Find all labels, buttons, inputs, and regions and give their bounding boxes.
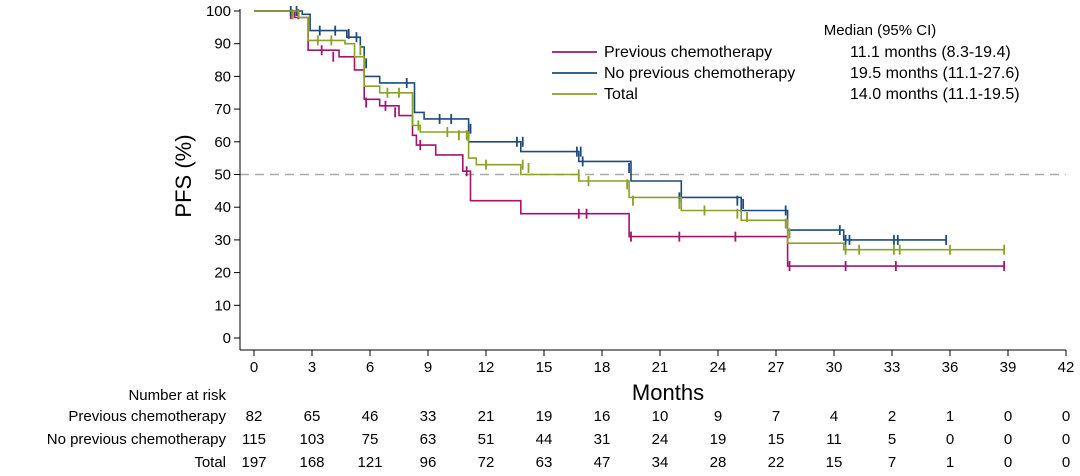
risk-count: 31 <box>594 431 611 448</box>
risk-count: 10 <box>652 408 669 425</box>
y-tick-label: 50 <box>214 167 231 184</box>
risk-count: 11 <box>826 431 842 448</box>
x-tick-label: 24 <box>710 359 727 376</box>
risk-count: 1 <box>946 408 954 425</box>
legend-label: Previous chemotherapy <box>604 44 772 61</box>
curve-line <box>254 10 1005 251</box>
risk-count: 96 <box>420 454 437 471</box>
risk-count: 1 <box>946 454 954 471</box>
y-tick-label: 0 <box>223 330 231 347</box>
risk-count: 168 <box>299 454 324 471</box>
risk-count: 15 <box>768 431 785 448</box>
y-tick-label: 100 <box>206 3 231 20</box>
risk-count: 34 <box>652 454 669 471</box>
risk-count: 2 <box>888 408 896 425</box>
risk-count: 63 <box>536 454 553 471</box>
risk-count: 47 <box>594 454 611 471</box>
y-tick-label: 30 <box>214 232 231 249</box>
legend-label: Total <box>604 86 638 103</box>
risk-count: 82 <box>246 408 263 425</box>
curve-line <box>254 10 947 241</box>
risk-count: 103 <box>299 431 324 448</box>
y-tick-label: 10 <box>214 297 231 314</box>
x-axis-label: Months <box>632 380 704 405</box>
risk-count: 24 <box>652 431 669 448</box>
risk-count: 72 <box>478 454 495 471</box>
risk-count: 75 <box>362 431 379 448</box>
risk-count: 0 <box>1004 408 1012 425</box>
risk-count: 28 <box>710 454 727 471</box>
y-tick-label: 70 <box>214 101 231 118</box>
risk-count: 63 <box>420 431 437 448</box>
risk-row-label: Previous chemotherapy <box>68 408 226 425</box>
x-tick-label: 30 <box>826 359 843 376</box>
x-tick-label: 42 <box>1058 359 1075 376</box>
risk-count: 115 <box>242 431 266 448</box>
risk-count: 19 <box>536 408 553 425</box>
x-tick-label: 0 <box>250 359 258 376</box>
risk-count: 5 <box>888 431 896 448</box>
curve-2 <box>254 9 1006 255</box>
axis-labels: Months PFS (%) <box>171 134 704 405</box>
x-tick-label: 12 <box>478 359 495 376</box>
legend: Median (95% CI) Previous chemotherapy 11.… <box>552 22 1020 103</box>
curve-1 <box>254 6 948 245</box>
survival-curves <box>254 6 1006 272</box>
risk-count: 21 <box>478 408 495 425</box>
y-axis-label: PFS (%) <box>171 134 196 217</box>
legend-median: 14.0 months (11.1-19.5) <box>850 86 1020 103</box>
risk-count: 33 <box>420 408 437 425</box>
x-tick-label: 15 <box>536 359 553 376</box>
legend-median: 11.1 months (8.3-19.4) <box>850 44 1011 61</box>
risk-count: 197 <box>241 454 266 471</box>
x-tick-label: 9 <box>424 359 432 376</box>
risk-count: 15 <box>826 454 843 471</box>
risk-count: 4 <box>830 408 838 425</box>
x-tick-label: 21 <box>652 359 669 376</box>
x-tick-label: 3 <box>308 359 316 376</box>
y-tick-label: 20 <box>214 265 231 282</box>
x-tick-label: 27 <box>768 359 785 376</box>
y-tick-label: 90 <box>214 36 231 53</box>
x-tick-label: 39 <box>1000 359 1017 376</box>
legend-label: No previous chemotherapy <box>604 65 795 82</box>
risk-count: 0 <box>1062 408 1070 425</box>
x-tick-label: 33 <box>884 359 901 376</box>
risk-count: 44 <box>536 431 553 448</box>
risk-count: 7 <box>888 454 896 471</box>
y-tick-label: 80 <box>214 68 231 85</box>
legend-median: 19.5 months (11.1-27.6) <box>850 65 1020 82</box>
risk-count: 0 <box>1062 454 1070 471</box>
risk-table: Number at risk Previous chemotherapy 82 65… <box>47 387 1070 471</box>
risk-count: 7 <box>772 408 780 425</box>
x-tick-label: 36 <box>942 359 959 376</box>
risk-table-title: Number at risk <box>128 387 226 404</box>
risk-count: 19 <box>710 431 727 448</box>
risk-count: 65 <box>304 408 321 425</box>
risk-count: 0 <box>1062 431 1070 448</box>
risk-count: 0 <box>1004 454 1012 471</box>
risk-count: 121 <box>357 454 382 471</box>
risk-count: 46 <box>362 408 379 425</box>
legend-header: Median (95% CI) <box>824 22 937 39</box>
y-tick-label: 60 <box>214 134 231 151</box>
x-tick-label: 6 <box>366 359 374 376</box>
y-tick-label: 40 <box>214 199 231 216</box>
risk-count: 22 <box>768 454 785 471</box>
risk-count: 51 <box>478 431 495 448</box>
risk-count: 9 <box>714 408 722 425</box>
risk-row-label: No previous chemotherapy <box>47 431 227 448</box>
risk-count: 0 <box>946 431 954 448</box>
x-tick-label: 18 <box>594 359 611 376</box>
risk-row-label: Total <box>194 454 226 471</box>
risk-count: 0 <box>1004 431 1012 448</box>
risk-count: 16 <box>594 408 611 425</box>
